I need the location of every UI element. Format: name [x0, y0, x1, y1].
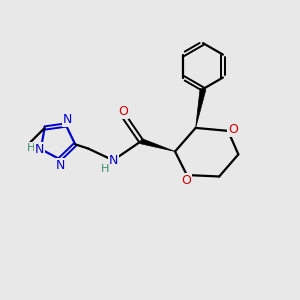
Text: O: O — [228, 123, 238, 136]
Polygon shape — [196, 88, 206, 128]
Text: O: O — [181, 174, 191, 188]
Text: H: H — [101, 164, 109, 174]
Text: N: N — [35, 143, 44, 156]
Text: O: O — [118, 105, 128, 118]
Polygon shape — [140, 139, 175, 152]
Text: N: N — [56, 159, 65, 172]
Text: N: N — [109, 154, 118, 167]
Text: N: N — [63, 113, 72, 126]
Text: H: H — [27, 143, 36, 153]
